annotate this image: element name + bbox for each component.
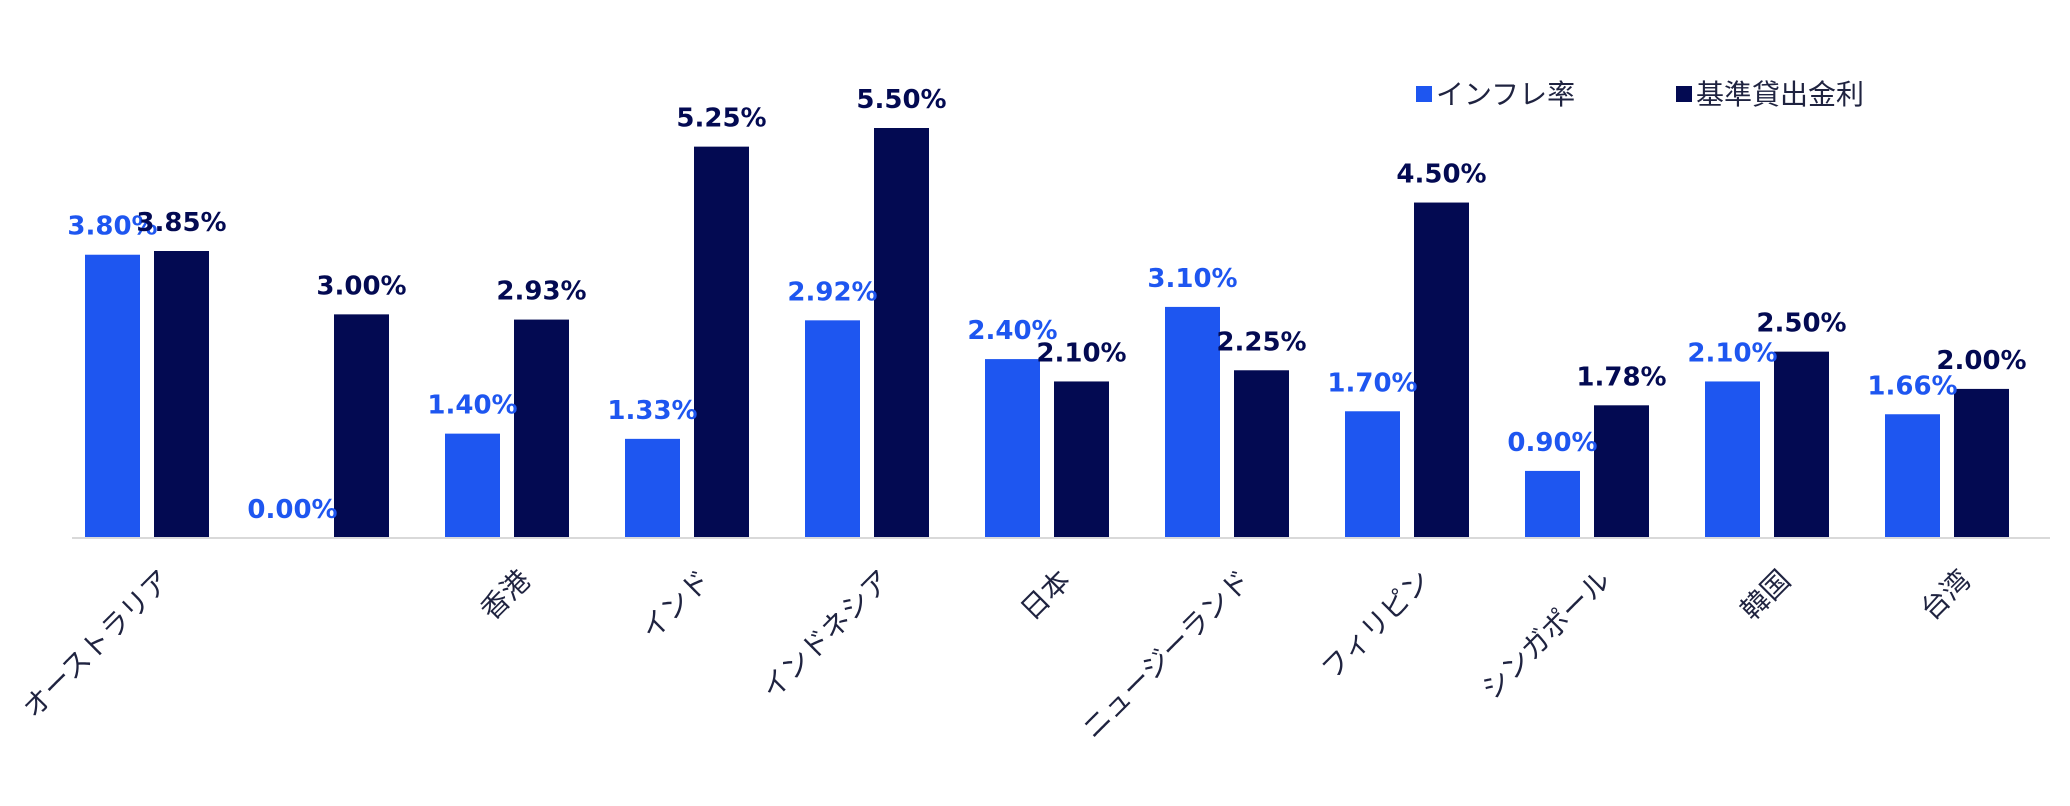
bar-lending-rate-0 <box>154 251 209 538</box>
bar-lending-rate-2 <box>514 319 569 538</box>
bar-inflation-10 <box>1885 414 1940 538</box>
legend-swatch-inflation <box>1416 86 1432 102</box>
bar-lending-rate-4 <box>874 128 929 538</box>
category-label-2: 香港 <box>474 564 537 627</box>
bar-inflation-4 <box>805 320 860 538</box>
value-label-lending-rate-5: 2.10% <box>1036 338 1126 368</box>
legend-label-inflation: インフレ率 <box>1436 78 1575 111</box>
value-label-inflation-6: 3.10% <box>1147 264 1237 294</box>
value-label-lending-rate-2: 2.93% <box>496 277 586 307</box>
bar-inflation-6 <box>1165 306 1220 538</box>
bar-lending-rate-6 <box>1234 370 1289 538</box>
category-label-7: フィリピン <box>1315 564 1437 686</box>
bar-inflation-2 <box>445 433 500 538</box>
legend-label-lending-rate: 基準貸出金利 <box>1696 78 1864 111</box>
category-label-6: ニュージーランド <box>1076 564 1257 745</box>
value-label-inflation-4: 2.92% <box>787 277 877 307</box>
value-label-lending-rate-4: 5.50% <box>856 85 946 115</box>
value-label-inflation-2: 1.40% <box>427 391 517 421</box>
value-label-lending-rate-1: 3.00% <box>316 271 406 301</box>
bar-inflation-9 <box>1705 381 1760 538</box>
category-label-4: インドネシア <box>755 564 897 706</box>
value-label-inflation-9: 2.10% <box>1687 338 1777 368</box>
value-label-lending-rate-0: 3.85% <box>136 208 226 238</box>
value-label-lending-rate-10: 2.00% <box>1936 346 2026 376</box>
value-label-inflation-10: 1.66% <box>1867 371 1957 401</box>
value-label-lending-rate-7: 4.50% <box>1396 160 1486 190</box>
category-label-3: インド <box>634 564 717 647</box>
bar-lending-rate-10 <box>1954 388 2009 538</box>
value-label-lending-rate-8: 1.78% <box>1576 362 1666 392</box>
value-label-inflation-3: 1.33% <box>607 396 697 426</box>
value-label-lending-rate-9: 2.50% <box>1756 309 1846 339</box>
category-label-0: オーストラリア <box>16 564 177 725</box>
bar-lending-rate-7 <box>1414 202 1469 538</box>
bar-inflation-0 <box>85 254 140 538</box>
bar-lending-rate-9 <box>1774 351 1829 538</box>
value-labels-layer: 3.80%3.85% 0.00% 3.00% 1.40% 2.93% 1.33% 5.25%… <box>67 85 2026 525</box>
bar-inflation-3 <box>625 438 680 538</box>
category-label-10: 台湾 <box>1914 564 1977 627</box>
category-label-8: シンガポール <box>1475 564 1617 706</box>
category-label-5: 日本 <box>1014 564 1077 627</box>
bar-lending-rate-5 <box>1054 381 1109 538</box>
bar-lending-rate-3 <box>694 146 749 539</box>
bar-lending-rate-8 <box>1594 405 1649 538</box>
bar-inflation-5 <box>985 359 1040 538</box>
value-label-inflation-8: 0.90% <box>1507 428 1597 458</box>
category-label-9: 韓国 <box>1734 564 1797 627</box>
value-label-inflation-0: 3.80% <box>67 212 157 242</box>
bar-inflation-7 <box>1345 411 1400 538</box>
value-label-inflation-1: 0.00% <box>247 495 337 525</box>
value-label-inflation-5: 2.40% <box>967 316 1057 346</box>
bar-lending-rate-1 <box>334 314 389 538</box>
value-label-lending-rate-6: 2.25% <box>1216 327 1306 357</box>
value-label-lending-rate-3: 5.25% <box>676 104 766 134</box>
bar-inflation-8 <box>1525 470 1580 538</box>
bars-layer <box>85 128 2009 539</box>
value-label-inflation-7: 1.70% <box>1327 368 1417 398</box>
legend-swatch-lending-rate <box>1676 86 1692 102</box>
legend: インフレ率 基準貸出金利 <box>1416 78 1864 111</box>
